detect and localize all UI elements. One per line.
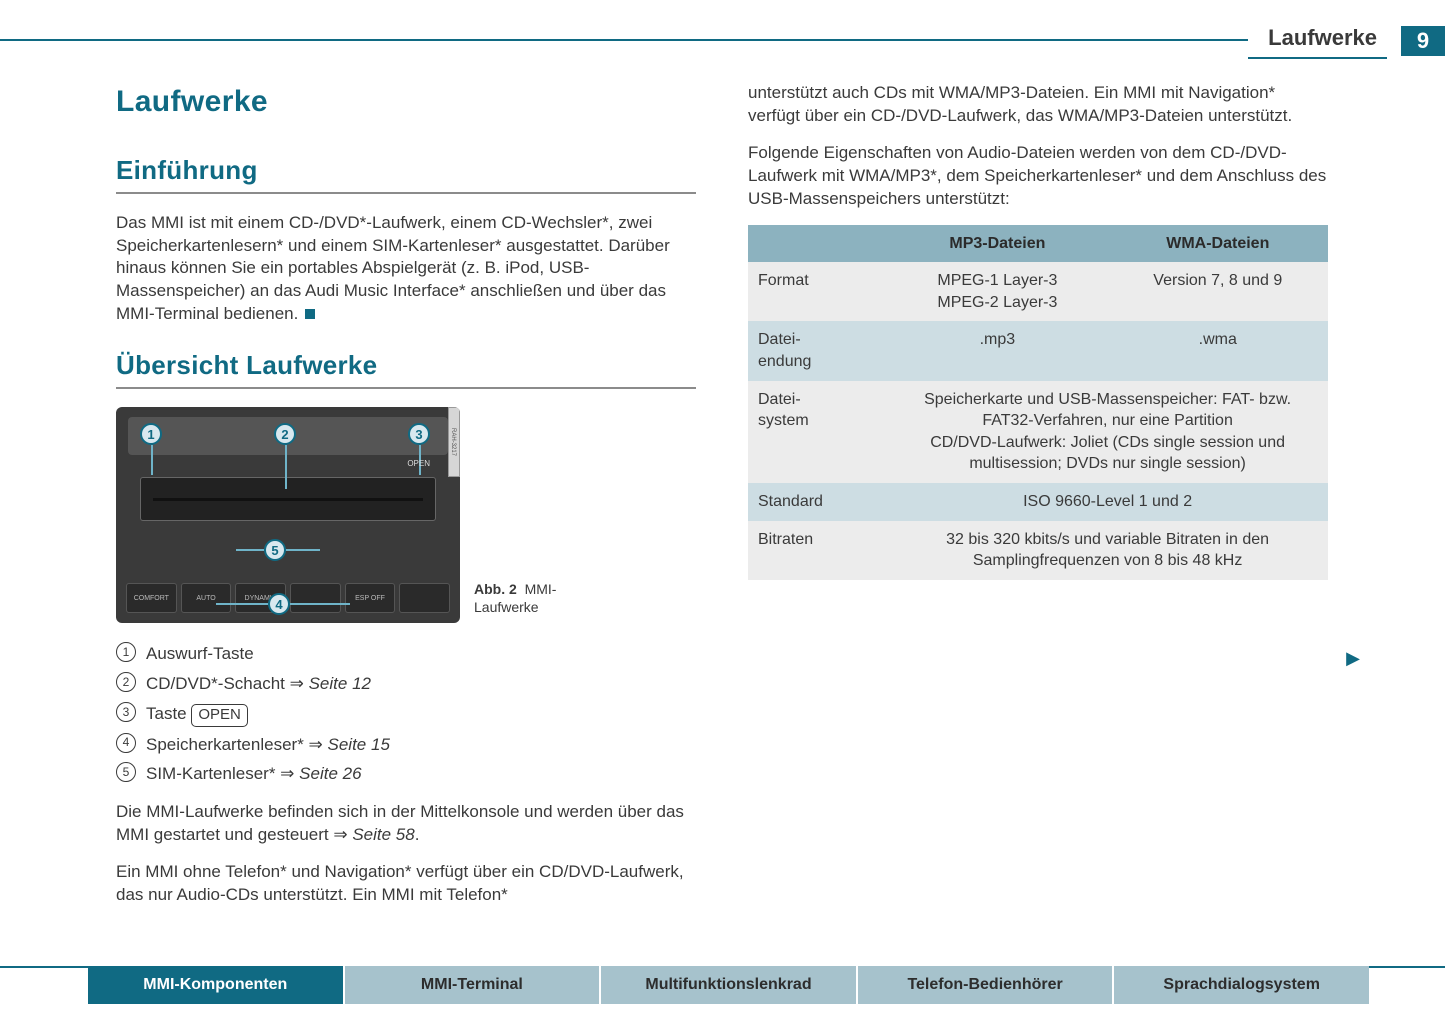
page-ref: Seite 12 bbox=[309, 674, 371, 693]
intro-paragraph: Das MMI ist mit einem CD-/DVD*-Laufwerk,… bbox=[116, 212, 696, 327]
page-ref: Seite 26 bbox=[299, 764, 361, 783]
page-ref: Seite 58 bbox=[352, 825, 414, 844]
table-body: FormatMPEG-1 Layer-3MPEG-2 Layer-3Versio… bbox=[748, 262, 1328, 580]
table-row: Datei-systemSpeicherkarte und USB-Massen… bbox=[748, 381, 1328, 483]
device-btn bbox=[399, 583, 450, 613]
legend-text: SIM-Kartenleser* ⇒ Seite 26 bbox=[146, 762, 362, 786]
intro-text: Das MMI ist mit einem CD-/DVD*-Laufwerk,… bbox=[116, 213, 670, 324]
legend-number: 3 bbox=[116, 702, 136, 722]
format-table: MP3-Dateien WMA-Dateien FormatMPEG-1 Lay… bbox=[748, 225, 1328, 580]
footer-tab[interactable]: Sprachdialogsystem bbox=[1114, 966, 1369, 1004]
footer-tab-row: MMI-KomponentenMMI-TerminalMultifunktion… bbox=[88, 966, 1369, 1004]
table-row: Bitraten32 bis 320 kbits/s und variable … bbox=[748, 521, 1328, 580]
legend-text: Speicherkartenleser* ⇒ Seite 15 bbox=[146, 733, 390, 757]
table-row: Datei-endung.mp3.wma bbox=[748, 321, 1328, 380]
table-row: FormatMPEG-1 Layer-3MPEG-2 Layer-3Versio… bbox=[748, 262, 1328, 321]
legend-item: 3 Taste OPEN bbox=[116, 699, 696, 729]
legend-text: CD/DVD*-Schacht ⇒ Seite 12 bbox=[146, 672, 371, 696]
right-column: unterstützt auch CDs mit WMA/MP3-Dateien… bbox=[748, 82, 1328, 946]
legend-item: 4 Speicherkartenleser* ⇒ Seite 15 bbox=[116, 730, 696, 760]
row-label: Bitraten bbox=[748, 521, 887, 580]
header-section-title: Laufwerke bbox=[1248, 23, 1387, 59]
paragraph-variants: Ein MMI ohne Telefon* und Navigation* ve… bbox=[116, 861, 696, 907]
legend-text: Taste OPEN bbox=[146, 702, 248, 726]
legend-number: 5 bbox=[116, 762, 136, 782]
device-figure: RAH-3217 COMFORT AUTO DYNAMIC ESP OFF 1 bbox=[116, 407, 460, 623]
section-overview-heading: Übersicht Laufwerke bbox=[116, 348, 696, 389]
legend-item: 1 Auswurf-Taste bbox=[116, 639, 696, 669]
th-wma: WMA-Dateien bbox=[1108, 225, 1328, 263]
cell-wma: Version 7, 8 und 9 bbox=[1108, 262, 1328, 321]
device-btn: AUTO bbox=[181, 583, 232, 613]
legend-number: 4 bbox=[116, 733, 136, 753]
footer-rule-right bbox=[1369, 966, 1445, 985]
legend-item: 2 CD/DVD*-Schacht ⇒ Seite 12 bbox=[116, 669, 696, 699]
marker-line bbox=[290, 603, 350, 605]
row-label: Standard bbox=[748, 483, 887, 521]
marker-line bbox=[151, 445, 153, 475]
header-rule bbox=[0, 24, 1248, 41]
legend-text: Auswurf-Taste bbox=[146, 642, 254, 666]
device-btn: ESP OFF bbox=[345, 583, 396, 613]
page-ref: Seite 15 bbox=[328, 735, 390, 754]
figure-caption: Abb. 2 MMI-Laufwerke bbox=[474, 580, 604, 624]
footer-tabs: MMI-KomponentenMMI-TerminalMultifunktion… bbox=[0, 966, 1445, 1004]
left-column: Laufwerke Einführung Das MMI ist mit ein… bbox=[116, 82, 696, 946]
figure-ref-code: RAH-3217 bbox=[448, 407, 460, 477]
table-head-row: MP3-Dateien WMA-Dateien bbox=[748, 225, 1328, 263]
device-btn: COMFORT bbox=[126, 583, 177, 613]
footer-rule-left bbox=[0, 966, 88, 985]
marker-line bbox=[286, 549, 320, 551]
content-area: Laufwerke Einführung Das MMI ist mit ein… bbox=[116, 82, 1365, 946]
section-intro-heading: Einführung bbox=[116, 153, 696, 194]
arrow-icon: ⇒ bbox=[290, 674, 304, 693]
footer-tab[interactable]: Multifunktionslenkrad bbox=[601, 966, 856, 1004]
continue-arrow-icon: ▶ bbox=[1346, 646, 1360, 670]
marker-line bbox=[236, 549, 264, 551]
arrow-icon: ⇒ bbox=[280, 764, 294, 783]
right-p2: Folgende Eigenschaften von Audio-Dateien… bbox=[748, 142, 1328, 211]
table-head: MP3-Dateien WMA-Dateien bbox=[748, 225, 1328, 263]
marker-5: 5 bbox=[264, 539, 286, 561]
page-header: Laufwerke 9 bbox=[0, 24, 1445, 58]
key-label: OPEN bbox=[191, 704, 248, 726]
marker-line bbox=[216, 603, 268, 605]
device-disc-slot bbox=[140, 477, 436, 521]
section-overview: Übersicht Laufwerke RAH-3217 COMFORT AUT… bbox=[116, 348, 696, 907]
page-number: 9 bbox=[1401, 26, 1445, 56]
footer-tab[interactable]: MMI-Komponenten bbox=[88, 966, 343, 1004]
legend-list: 1 Auswurf-Taste 2 CD/DVD*-Schacht ⇒ Seite 1… bbox=[116, 639, 696, 789]
header-title-group: Laufwerke 9 bbox=[1248, 24, 1445, 58]
marker-line bbox=[285, 445, 287, 489]
footer-tab[interactable]: MMI-Terminal bbox=[345, 966, 600, 1004]
row-label: Datei-system bbox=[748, 381, 887, 483]
legend-number: 1 bbox=[116, 642, 136, 662]
device-btn bbox=[290, 583, 341, 613]
legend-number: 2 bbox=[116, 672, 136, 692]
legend-item: 5 SIM-Kartenleser* ⇒ Seite 26 bbox=[116, 759, 696, 789]
table-row: StandardISO 9660-Level 1 und 2 bbox=[748, 483, 1328, 521]
figure-caption-label: Abb. 2 bbox=[474, 581, 517, 597]
figure-row: RAH-3217 COMFORT AUTO DYNAMIC ESP OFF 1 bbox=[116, 407, 696, 623]
paragraph-location: Die MMI-Laufwerke befinden sich in der M… bbox=[116, 801, 696, 847]
th-mp3: MP3-Dateien bbox=[887, 225, 1107, 263]
row-label: Datei-endung bbox=[748, 321, 887, 380]
footer-tab[interactable]: Telefon-Bedienhörer bbox=[858, 966, 1113, 1004]
cell-mp3: MPEG-1 Layer-3MPEG-2 Layer-3 bbox=[887, 262, 1107, 321]
page-title: Laufwerke bbox=[116, 82, 696, 123]
section-end-icon bbox=[305, 309, 315, 319]
p2a-tail: . bbox=[415, 825, 420, 844]
cell-wma: .wma bbox=[1108, 321, 1328, 380]
th-blank bbox=[748, 225, 887, 263]
cell-merged: Speicherkarte und USB-Massenspeicher: FA… bbox=[887, 381, 1328, 483]
open-label: OPEN bbox=[407, 459, 430, 470]
arrow-icon: ⇒ bbox=[309, 735, 323, 754]
cell-merged: ISO 9660-Level 1 und 2 bbox=[887, 483, 1328, 521]
row-label: Format bbox=[748, 262, 887, 321]
cell-mp3: .mp3 bbox=[887, 321, 1107, 380]
right-p1: unterstützt auch CDs mit WMA/MP3-Dateien… bbox=[748, 82, 1328, 128]
arrow-icon: ⇒ bbox=[333, 825, 347, 844]
cell-merged: 32 bis 320 kbits/s und variable Bitraten… bbox=[887, 521, 1328, 580]
